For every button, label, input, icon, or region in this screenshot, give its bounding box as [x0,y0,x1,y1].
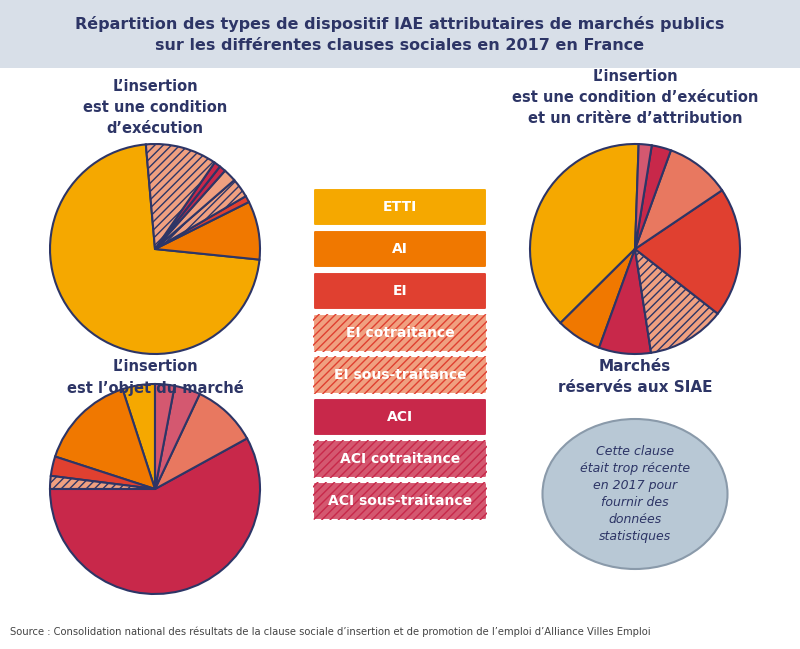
Wedge shape [50,439,260,594]
Wedge shape [155,180,246,249]
Wedge shape [561,249,635,348]
Wedge shape [155,202,260,260]
Wedge shape [155,386,200,489]
Wedge shape [155,167,225,249]
Wedge shape [635,151,722,249]
FancyBboxPatch shape [313,314,487,352]
Wedge shape [155,171,234,249]
Wedge shape [155,384,174,489]
Wedge shape [155,196,249,249]
Wedge shape [155,394,247,489]
Text: ACI cotraitance: ACI cotraitance [340,452,460,466]
Wedge shape [635,190,740,313]
Wedge shape [55,389,155,489]
Text: Cette clause
était trop récente
en 2017 pour
fournir des
données
statistiques: Cette clause était trop récente en 2017 … [580,445,690,543]
Text: EI: EI [393,284,407,298]
Text: Marchés
réservés aux SIAE: Marchés réservés aux SIAE [558,359,712,395]
Text: EI cotraitance: EI cotraitance [346,326,454,340]
FancyBboxPatch shape [313,440,487,478]
Text: AI: AI [392,242,408,256]
Text: ACI: ACI [387,410,413,424]
Text: ACI sous-traitance: ACI sous-traitance [328,494,472,508]
Wedge shape [50,476,155,489]
Text: L’insertion
est une condition
d’exécution: L’insertion est une condition d’exécutio… [83,79,227,136]
Wedge shape [146,144,214,249]
Wedge shape [50,144,259,354]
Wedge shape [635,249,718,353]
Text: Répartition des types de dispositif IAE attributaires de marchés publics
sur les: Répartition des types de dispositif IAE … [75,16,725,53]
Ellipse shape [542,419,727,569]
Text: ETTI: ETTI [383,200,417,214]
Wedge shape [635,144,652,249]
FancyBboxPatch shape [313,230,487,268]
Wedge shape [51,456,155,489]
Text: EI sous-traitance: EI sous-traitance [334,368,466,382]
Wedge shape [599,249,651,354]
Wedge shape [635,145,671,249]
FancyBboxPatch shape [313,398,487,436]
Text: L’insertion
est une condition d’exécution
et un critère d’attribution: L’insertion est une condition d’exécutio… [512,69,758,126]
Wedge shape [122,384,155,489]
Bar [0,0,800,68]
Text: L’insertion
est l’objet du marché: L’insertion est l’objet du marché [66,359,243,397]
FancyBboxPatch shape [313,482,487,520]
Text: Source : Consolidation national des résultats de la clause sociale d’insertion e: Source : Consolidation national des résu… [10,626,650,637]
FancyBboxPatch shape [313,356,487,394]
FancyBboxPatch shape [313,188,487,226]
Wedge shape [530,144,638,323]
FancyBboxPatch shape [313,272,487,310]
Wedge shape [155,162,220,249]
